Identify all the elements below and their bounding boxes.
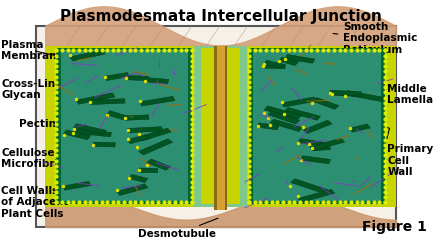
Bar — [312, 145, 330, 151]
Bar — [298, 189, 335, 202]
Text: Primary
Cell
Wall: Primary Cell Wall — [374, 128, 434, 179]
Text: Plasmodesmata Intercellular Junction: Plasmodesmata Intercellular Junction — [60, 9, 381, 24]
Bar — [278, 57, 299, 66]
Bar — [291, 179, 328, 193]
Bar — [285, 107, 321, 120]
Bar — [70, 50, 105, 61]
Bar — [285, 54, 315, 63]
Bar — [310, 138, 345, 151]
Bar — [56, 48, 192, 204]
Bar — [201, 48, 240, 204]
Bar — [214, 46, 227, 210]
Bar — [63, 130, 91, 140]
Bar — [61, 50, 188, 201]
Bar — [303, 120, 332, 133]
Bar — [106, 111, 128, 120]
Text: Cell Walls
of Adjacent
Plant Cells: Cell Walls of Adjacent Plant Cells — [1, 186, 78, 219]
Bar — [125, 75, 149, 81]
Bar — [298, 138, 330, 148]
Bar — [62, 181, 91, 190]
Text: Smooth
Endoplasmic
Reticulum: Smooth Endoplasmic Reticulum — [333, 22, 418, 55]
Text: Figure 1: Figure 1 — [362, 220, 427, 234]
Bar — [144, 77, 169, 84]
Bar — [139, 128, 171, 141]
Text: Cellulose
Microfibrils: Cellulose Microfibrils — [1, 148, 104, 169]
Bar — [301, 156, 331, 164]
Bar — [312, 97, 339, 109]
Text: Cross-Linking
Glycan: Cross-Linking Glycan — [1, 79, 121, 100]
Bar — [194, 46, 247, 207]
Bar — [76, 93, 115, 104]
Bar — [73, 129, 112, 137]
Bar — [249, 48, 385, 204]
Bar — [127, 135, 149, 144]
Bar — [74, 124, 106, 134]
Bar — [332, 91, 356, 96]
Text: Pectin: Pectin — [19, 119, 108, 129]
Text: Plasma
Membrane: Plasma Membrane — [1, 40, 64, 61]
Bar — [147, 159, 170, 170]
Bar — [45, 46, 194, 207]
Bar — [128, 127, 163, 133]
Text: Desmotubule: Desmotubule — [138, 218, 218, 239]
Bar — [140, 96, 175, 106]
Bar — [139, 168, 158, 173]
Bar — [253, 50, 380, 201]
Bar — [349, 124, 370, 132]
Bar — [116, 184, 148, 195]
Bar — [268, 111, 300, 124]
Bar — [139, 139, 173, 155]
Bar — [93, 142, 115, 147]
Bar — [217, 46, 224, 210]
Bar — [264, 60, 284, 68]
Bar — [263, 64, 285, 69]
Bar — [330, 90, 362, 96]
Bar — [124, 115, 149, 120]
Bar — [281, 97, 317, 107]
Bar — [128, 174, 148, 183]
Bar — [90, 99, 125, 105]
Text: Middle
Lamella: Middle Lamella — [381, 84, 434, 105]
Bar — [247, 46, 396, 207]
Bar — [37, 26, 396, 227]
Bar — [257, 123, 279, 130]
Bar — [264, 106, 301, 119]
Bar — [104, 72, 130, 81]
Bar — [345, 91, 384, 102]
Bar — [270, 119, 302, 131]
